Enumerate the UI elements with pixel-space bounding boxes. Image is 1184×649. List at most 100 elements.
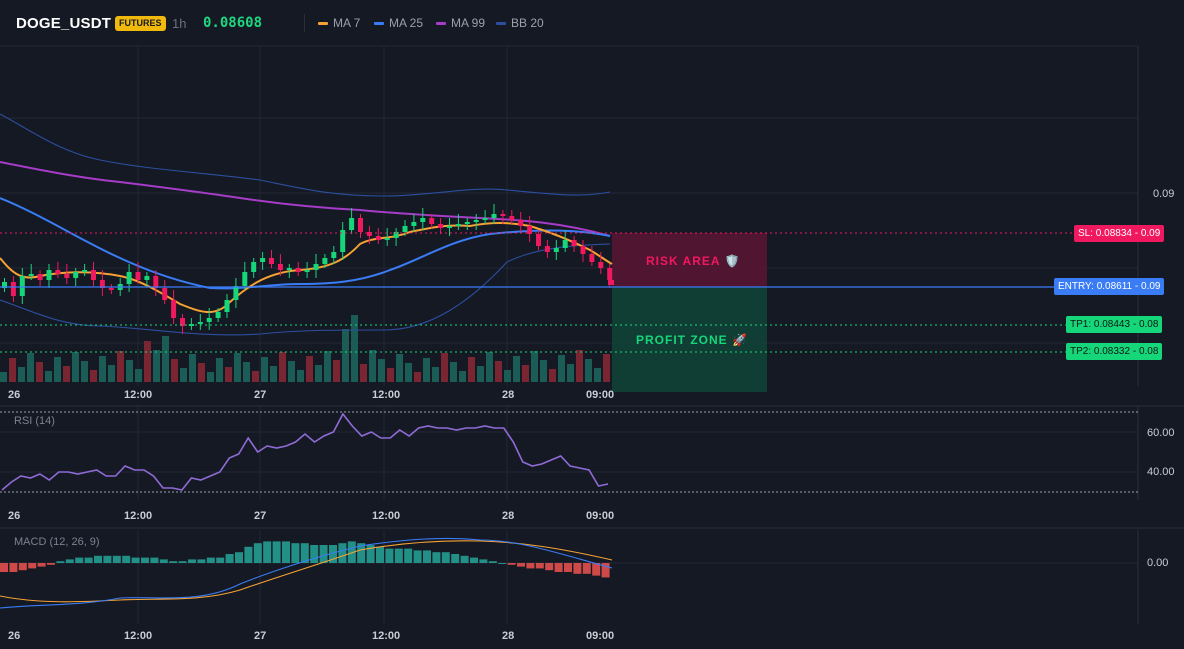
candle-body — [171, 300, 177, 318]
entry-price-tag[interactable]: ENTRY: 0.08611 - 0.09 — [1054, 278, 1165, 295]
volume-bar — [540, 360, 547, 382]
ma99-swatch — [436, 21, 446, 25]
legend-bb20[interactable]: BB 20 — [496, 16, 544, 30]
volume-bar — [513, 356, 520, 382]
candle-body — [402, 226, 408, 232]
tp1-price-tag[interactable]: TP1: 0.08443 - 0.08 — [1066, 316, 1163, 333]
candle-body — [536, 234, 541, 246]
time-label-1200b: 12:00 — [372, 389, 401, 401]
chart-grid — [0, 45, 1138, 624]
macd-hist-bar — [272, 541, 281, 563]
macd-time-label-26: 26 — [8, 630, 21, 642]
volume-bar — [360, 364, 367, 382]
sl-price-tag[interactable]: SL: 0.08834 - 0.09 — [1074, 225, 1165, 242]
candle-body — [28, 274, 34, 276]
volume-bar — [207, 372, 214, 382]
candle-body — [349, 218, 355, 230]
macd-hist-bar — [385, 548, 394, 563]
volume-bar — [405, 363, 412, 382]
candle-body — [251, 262, 257, 272]
macd-hist-bar — [470, 557, 478, 563]
legend-ma25[interactable]: MA 25 — [374, 16, 423, 30]
macd-hist-bar — [394, 548, 403, 563]
macd-hist-bar — [216, 557, 225, 563]
macd-hist-bar — [37, 563, 46, 567]
candle-body — [108, 288, 114, 290]
legend-ma7[interactable]: MA 7 — [318, 16, 360, 30]
macd-hist-bar — [404, 548, 413, 563]
candle-body — [260, 258, 266, 262]
volume-bar — [504, 370, 511, 382]
macd-hist-bar — [488, 561, 497, 563]
candle-body — [91, 270, 96, 280]
volume-bar — [180, 368, 187, 382]
last-price: 0.08608 — [203, 15, 263, 31]
volume-bar — [108, 365, 115, 382]
candle-body — [598, 262, 604, 268]
candle-body — [580, 246, 586, 254]
macd-hist-bar — [545, 563, 554, 571]
macd-hist-bar — [122, 555, 131, 563]
candle-body — [491, 214, 497, 218]
rsi-time-label-1200: 12:00 — [124, 510, 153, 522]
candle-body — [482, 218, 488, 220]
candle-body — [429, 218, 435, 224]
timeframe-selector[interactable]: 1h — [172, 16, 187, 31]
macd-hist-bar — [141, 557, 149, 563]
symbol-title[interactable]: DOGE_USDT — [16, 15, 112, 32]
volume-bar — [45, 371, 52, 382]
tp2-tag-value: 0.08 — [1138, 346, 1159, 357]
bb20-swatch — [496, 21, 506, 25]
macd-hist-bar — [28, 563, 37, 569]
macd-hist-bar — [253, 543, 262, 563]
candle-body — [322, 258, 328, 264]
risk-area-zone[interactable] — [612, 233, 767, 287]
volume-bar — [315, 365, 322, 382]
volume-bar — [36, 362, 43, 382]
tp2-price-tag[interactable]: TP2: 0.08332 - 0.08 — [1066, 343, 1163, 360]
macd-hist-bar — [535, 563, 544, 569]
ma25-label: MA 25 — [389, 16, 424, 30]
volume-bar — [81, 361, 88, 382]
chart-header: DOGE_USDT FUTURES 1h 0.08608 MA 7 MA 25 … — [0, 0, 1184, 46]
time-label-28: 28 — [502, 389, 515, 401]
volume-bar — [423, 358, 430, 382]
macd-signal-line — [0, 540, 613, 603]
futures-badge: FUTURES — [115, 16, 166, 31]
legend-ma99[interactable]: MA 99 — [436, 16, 485, 30]
macd-hist-bar — [300, 543, 309, 563]
candle-body — [527, 226, 533, 234]
candle-body — [518, 220, 524, 226]
macd-hist-bar — [235, 552, 243, 563]
volume-bar — [585, 359, 592, 382]
volume-bar — [198, 363, 205, 382]
indicator-overlays — [0, 113, 613, 336]
risk-area-label: RISK AREA 🛡️ — [646, 254, 741, 268]
profit-zone[interactable] — [612, 287, 767, 392]
volume-bar — [27, 353, 34, 382]
rsi-time-label-1200b: 12:00 — [372, 510, 401, 522]
current-candle — [608, 280, 614, 285]
candle-body — [358, 218, 363, 232]
candle-body — [553, 248, 559, 252]
volume-bar — [18, 367, 25, 382]
candle-body — [455, 224, 461, 226]
macd-hist-bar — [357, 543, 366, 563]
volume-bar — [171, 359, 178, 382]
rsi-tick-60: 60.00 — [1147, 427, 1175, 439]
volume-bar — [0, 372, 7, 382]
macd-hist-bar — [225, 554, 234, 563]
macd-hist-bar — [94, 555, 102, 563]
macd-tick-0: 0.00 — [1147, 557, 1169, 569]
volume-bar — [603, 354, 610, 382]
candle-body — [224, 300, 230, 312]
macd-hist-bar — [451, 554, 460, 563]
candle-body — [82, 270, 88, 272]
macd-hist-bar — [169, 561, 178, 563]
macd-hist-bar — [131, 557, 140, 563]
volume-bar — [189, 354, 196, 382]
rsi-pane-title: RSI (14) — [14, 415, 55, 427]
candle-body — [500, 214, 506, 216]
macd-hist-bar — [65, 559, 74, 563]
